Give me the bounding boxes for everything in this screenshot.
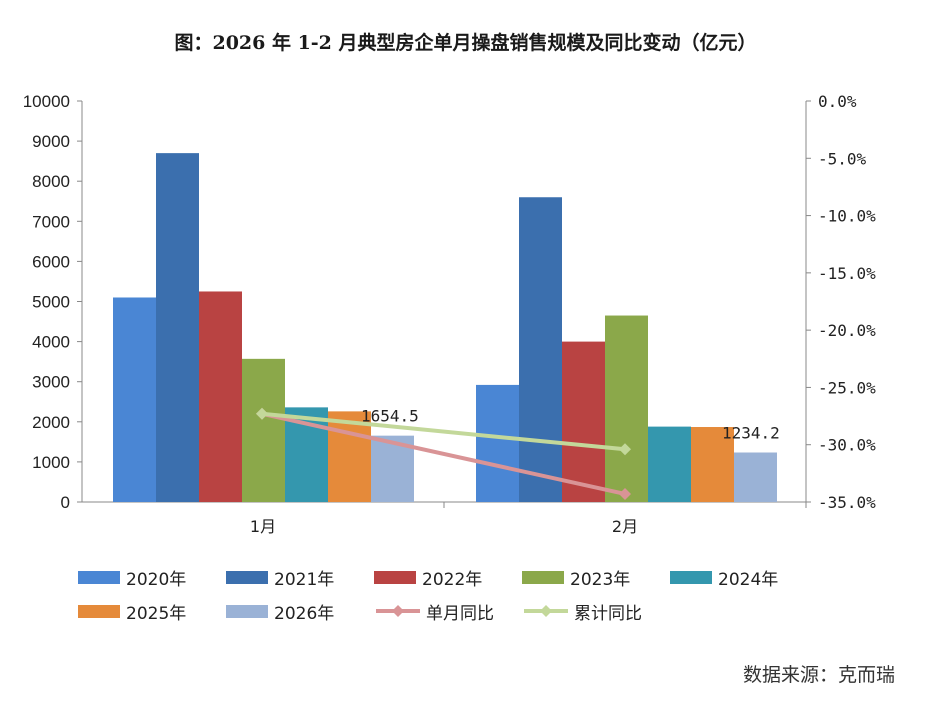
line-marker-cumulative-1 [256,407,268,420]
line-monthly-yoy [261,411,626,496]
legend-row: 2020年 2021年 2022年 2023年 2024年 [78,560,838,594]
left-tick-label: 2000 [32,413,70,432]
legend-row: 2025年 2026年 单月同比 累计同比 [78,594,838,628]
legend-label: 2021年 [274,569,335,590]
bar-2021-1 [156,153,199,502]
legend-label: 单月同比 [426,603,494,624]
right-tick-label: -35.0% [818,493,876,512]
legend-swatch [670,570,712,584]
line-marker-monthly-2 [619,487,631,500]
legend-label: 累计同比 [574,603,642,624]
legend-swatch [374,570,416,584]
left-tick-label: 1000 [32,453,70,472]
category-label: 2月 [612,517,638,536]
bar-2023-1 [242,358,285,502]
legend-item: 2026年 [226,599,374,624]
legend-swatch [78,604,120,618]
legend-line-swatch [524,605,568,617]
data-label-2026-2: 1234.2 [722,424,780,443]
bar-2025-2 [691,427,734,502]
legend-item: 2021年 [226,565,374,590]
bar-2023-2 [605,315,648,502]
right-tick-label: -30.0% [818,436,876,455]
bar-2021-2 [519,197,562,503]
legend: 2020年 2021年 2022年 2023年 2024年 2025年 2026年 单月同比 累… [78,560,838,628]
legend-item: 2020年 [78,565,226,590]
right-tick-label: -25.0% [818,378,876,397]
bar-2026-2 [734,452,777,502]
left-tick-label: 0 [61,493,70,512]
bar-2022-1 [199,291,242,502]
legend-label: 2022年 [422,569,483,590]
bar-2020-2 [476,384,519,502]
legend-swatch [78,570,120,584]
right-tick-label: -5.0% [818,149,867,168]
legend-label: 2020年 [126,569,187,590]
legend-item: 2024年 [670,565,818,590]
chart-title: 图：2026 年 1-2 月典型房企单月操盘销售规模及同比变动（亿元） [174,32,757,54]
left-tick-label: 5000 [32,293,70,312]
legend-label: 2024年 [718,569,779,590]
legend-item: 2022年 [374,565,522,590]
legend-item: 单月同比 [374,599,522,624]
legend-item: 2025年 [78,599,226,624]
right-tick-label: 0.0% [818,92,857,111]
legend-label: 2026年 [274,603,335,624]
category-label: 1月 [250,517,276,536]
left-tick-label: 3000 [32,373,70,392]
data-label-2026-1: 1654.5 [361,407,419,426]
right-tick-label: -15.0% [818,264,876,283]
left-tick-label: 10000 [23,92,70,111]
legend-swatch [522,570,564,584]
bar-2024-2 [648,426,691,502]
legend-swatch [226,604,268,618]
bar-2022-2 [562,341,605,502]
left-tick-label: 6000 [32,252,70,271]
left-tick-label: 8000 [32,172,70,191]
source-note: 数据来源：克而瑞 [742,664,895,686]
legend-item: 2023年 [522,565,670,590]
line-marker-cumulative-2 [619,443,631,456]
legend-label: 2023年 [570,569,631,590]
bar-2020-1 [113,297,156,502]
right-tick-label: -10.0% [818,207,876,226]
line-cumulative-yoy [261,411,626,452]
legend-swatch [226,570,268,584]
right-tick-label: -20.0% [818,321,876,340]
left-tick-label: 9000 [32,132,70,151]
legend-item: 累计同比 [522,599,670,624]
left-tick-label: 4000 [32,333,70,352]
legend-line-swatch [376,605,420,617]
bar-2025-1 [328,411,371,502]
left-tick-label: 7000 [32,212,70,231]
legend-label: 2025年 [126,603,187,624]
